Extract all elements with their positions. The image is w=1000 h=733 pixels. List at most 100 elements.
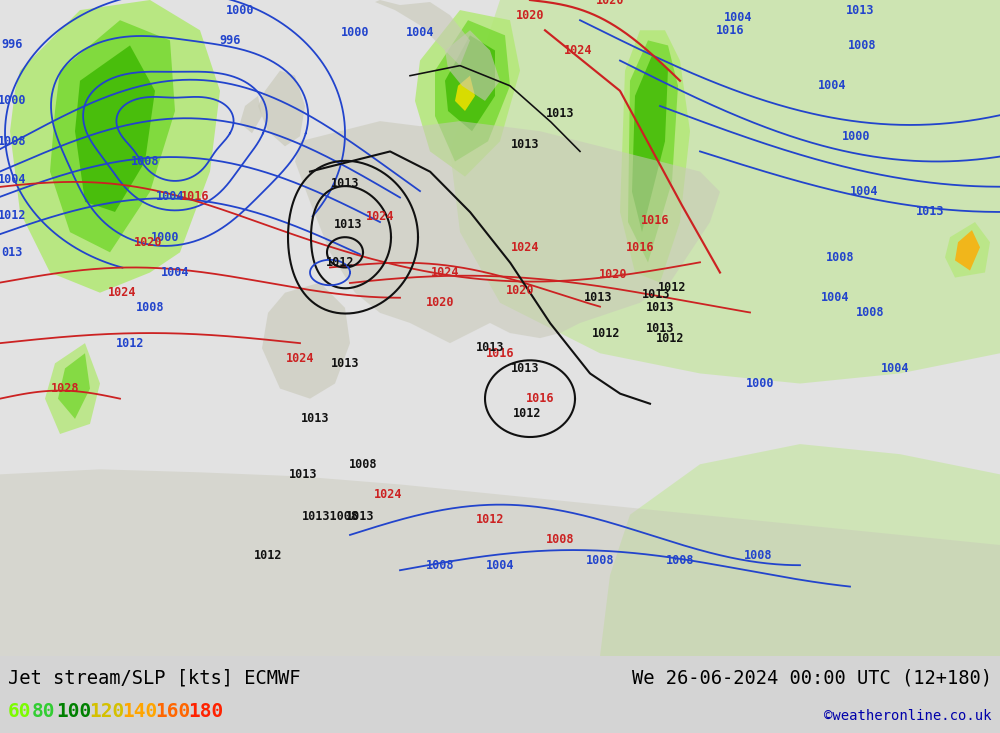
Text: 1013: 1013 bbox=[511, 362, 539, 375]
Text: 1008: 1008 bbox=[586, 553, 614, 567]
Text: 1016: 1016 bbox=[641, 213, 669, 226]
Text: 1016: 1016 bbox=[486, 347, 514, 360]
PathPatch shape bbox=[262, 283, 350, 399]
Text: 1024: 1024 bbox=[374, 488, 402, 501]
Text: 1004: 1004 bbox=[818, 79, 846, 92]
Text: 1000: 1000 bbox=[746, 377, 774, 390]
Text: 1016: 1016 bbox=[181, 191, 209, 203]
Text: Jet stream/SLP [kts] ECMWF: Jet stream/SLP [kts] ECMWF bbox=[8, 668, 300, 687]
PathPatch shape bbox=[620, 30, 690, 283]
Text: 1004: 1004 bbox=[161, 266, 189, 279]
Text: 1000: 1000 bbox=[0, 95, 26, 108]
Text: 1013: 1013 bbox=[346, 510, 374, 523]
Text: 1024: 1024 bbox=[431, 266, 459, 279]
PathPatch shape bbox=[375, 0, 470, 66]
Text: 10131008: 10131008 bbox=[302, 510, 358, 523]
Text: 996: 996 bbox=[1, 38, 23, 51]
Text: 80: 80 bbox=[32, 702, 56, 721]
PathPatch shape bbox=[628, 40, 678, 262]
Text: 996: 996 bbox=[219, 34, 241, 47]
PathPatch shape bbox=[445, 35, 495, 131]
Text: 1008: 1008 bbox=[826, 251, 854, 264]
Text: 1013: 1013 bbox=[646, 301, 674, 314]
Text: 1024: 1024 bbox=[108, 286, 136, 299]
Text: 1013: 1013 bbox=[584, 291, 612, 304]
Text: 1013: 1013 bbox=[331, 357, 359, 370]
Text: 1008: 1008 bbox=[744, 548, 772, 561]
Text: 1000: 1000 bbox=[151, 231, 179, 243]
Text: 1012: 1012 bbox=[326, 256, 354, 269]
Text: 013: 013 bbox=[1, 246, 23, 259]
Text: 1024: 1024 bbox=[564, 44, 592, 57]
Text: 1024: 1024 bbox=[511, 240, 539, 254]
Text: 1008: 1008 bbox=[131, 155, 159, 168]
PathPatch shape bbox=[445, 30, 500, 101]
Text: 1020: 1020 bbox=[516, 9, 544, 22]
Text: 1008: 1008 bbox=[426, 559, 454, 572]
PathPatch shape bbox=[0, 469, 1000, 656]
Text: 1008: 1008 bbox=[856, 306, 884, 320]
Text: 1012: 1012 bbox=[254, 548, 282, 561]
Text: 1004: 1004 bbox=[724, 11, 752, 23]
Text: ©weatheronline.co.uk: ©weatheronline.co.uk bbox=[824, 709, 992, 723]
Text: 1004: 1004 bbox=[821, 291, 849, 304]
Text: 1004: 1004 bbox=[881, 362, 909, 375]
Text: 180: 180 bbox=[188, 702, 223, 721]
Text: 1004: 1004 bbox=[850, 185, 878, 198]
Text: 60: 60 bbox=[8, 702, 32, 721]
Text: 100: 100 bbox=[56, 702, 91, 721]
Text: 1008: 1008 bbox=[848, 39, 876, 52]
Text: 1012: 1012 bbox=[592, 327, 620, 339]
Text: 1024: 1024 bbox=[286, 352, 314, 365]
Text: 1020: 1020 bbox=[599, 268, 627, 281]
Text: 1028: 1028 bbox=[51, 382, 79, 395]
PathPatch shape bbox=[415, 10, 520, 177]
Text: 1008: 1008 bbox=[136, 301, 164, 314]
Text: 1012: 1012 bbox=[658, 281, 686, 294]
Text: 1013: 1013 bbox=[331, 177, 359, 190]
PathPatch shape bbox=[632, 56, 668, 232]
Text: 1013: 1013 bbox=[301, 413, 329, 425]
Text: 1013: 1013 bbox=[511, 138, 539, 151]
PathPatch shape bbox=[450, 0, 1000, 383]
Text: 1013: 1013 bbox=[289, 468, 317, 481]
Text: 1000: 1000 bbox=[842, 130, 870, 143]
PathPatch shape bbox=[75, 45, 155, 212]
Text: 1013: 1013 bbox=[546, 106, 574, 119]
Text: 1000: 1000 bbox=[341, 26, 369, 39]
Text: 160: 160 bbox=[155, 702, 190, 721]
Text: 120: 120 bbox=[89, 702, 124, 721]
Text: 1016: 1016 bbox=[526, 392, 554, 405]
Text: 1000: 1000 bbox=[226, 4, 254, 17]
PathPatch shape bbox=[10, 0, 220, 292]
Text: 1020: 1020 bbox=[506, 284, 534, 297]
Text: 1013: 1013 bbox=[916, 205, 944, 218]
PathPatch shape bbox=[45, 343, 100, 434]
Text: 1020: 1020 bbox=[426, 296, 454, 309]
Text: 1004: 1004 bbox=[0, 173, 26, 186]
Text: 1016: 1016 bbox=[716, 23, 744, 37]
Text: 1008: 1008 bbox=[546, 534, 574, 547]
Text: 1012: 1012 bbox=[513, 408, 541, 420]
Text: 1008: 1008 bbox=[349, 458, 377, 471]
Text: 1016: 1016 bbox=[626, 240, 654, 254]
Text: 1012: 1012 bbox=[0, 210, 26, 223]
PathPatch shape bbox=[945, 222, 990, 278]
Text: 1024: 1024 bbox=[366, 210, 394, 224]
Text: We 26-06-2024 00:00 UTC (12+180): We 26-06-2024 00:00 UTC (12+180) bbox=[632, 668, 992, 687]
Text: 1020: 1020 bbox=[596, 0, 624, 7]
Text: 1013: 1013 bbox=[334, 218, 362, 231]
Text: 1008: 1008 bbox=[666, 553, 694, 567]
Text: 1004: 1004 bbox=[486, 559, 514, 572]
PathPatch shape bbox=[240, 96, 262, 133]
PathPatch shape bbox=[58, 353, 90, 419]
Text: 140: 140 bbox=[122, 702, 157, 721]
Text: 1013: 1013 bbox=[646, 322, 674, 334]
Text: 1012: 1012 bbox=[656, 331, 684, 345]
PathPatch shape bbox=[295, 121, 720, 343]
Text: 1013: 1013 bbox=[846, 4, 874, 17]
Text: 1020: 1020 bbox=[134, 236, 162, 248]
Text: 1012: 1012 bbox=[116, 336, 144, 350]
Text: 1013: 1013 bbox=[476, 341, 504, 354]
PathPatch shape bbox=[600, 444, 1000, 656]
